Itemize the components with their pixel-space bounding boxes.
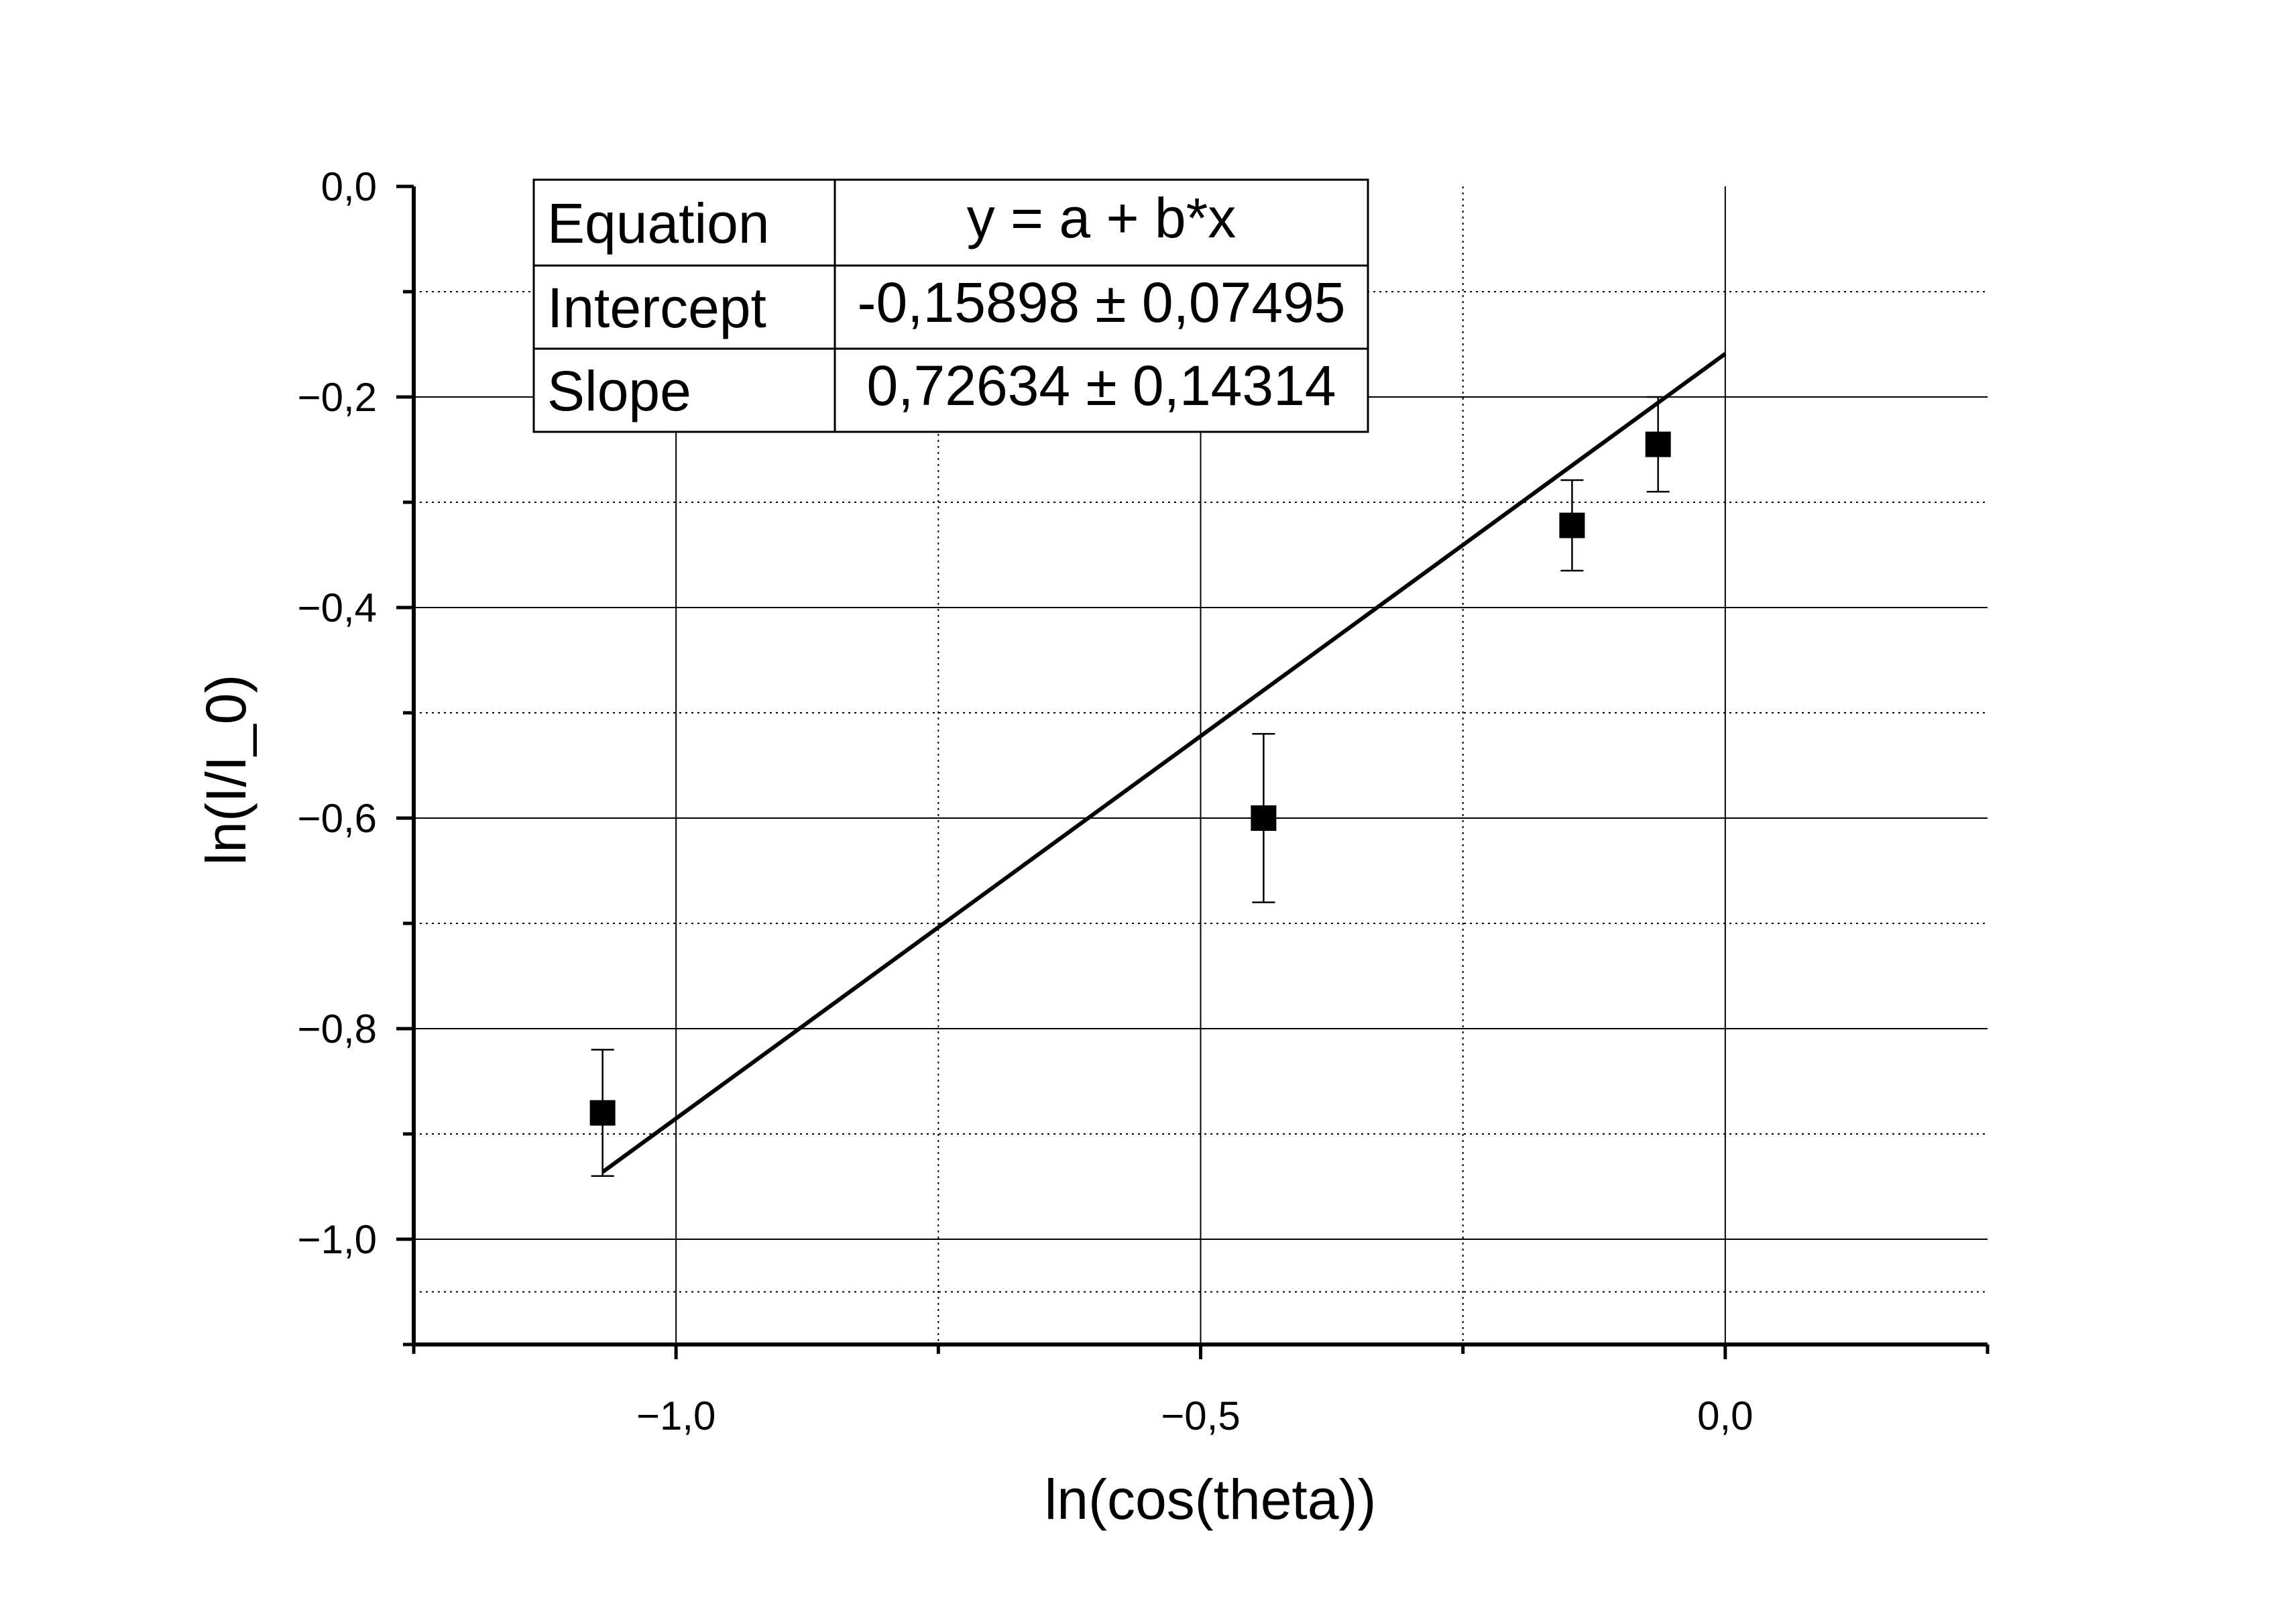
x-tick-label: 0,0 [1697,1393,1753,1438]
fit-table-border [532,178,1369,433]
fit-line-group [601,352,1727,1174]
data-point-marker [1251,805,1277,831]
fit-table-value-cell: -0,15898 ± 0,07495 [857,271,1345,334]
tick-labels: −1,0 −0,5 0,0 0,0 −0,2 −0,4 −0,6 −0,8 −1,0 [298,164,1754,1438]
y-axis-title: ln(I/I_0) [194,675,257,866]
fit-table: Equation y = a + b*x Intercept -0,15898 ± 0… [532,178,1369,433]
axes [396,184,1990,1359]
x-tick-label: −1,0 [636,1393,715,1438]
x-axis-title: ln(cos(theta)) [1045,1468,1377,1531]
y-tick-label: −0,4 [298,585,377,630]
fit-table-name-cell: Slope [547,359,691,422]
fit-line [601,352,1727,1174]
fit-table-value-cell: 0,72634 ± 0,14314 [866,354,1336,417]
data-points [589,396,1671,1178]
data-point-marker [1559,512,1585,538]
y-tick-label: 0,0 [321,164,377,209]
x-tick-label: −0,5 [1161,1393,1240,1438]
fit-table-name-cell: Equation [547,192,770,255]
fit-table-value-cell: y = a + b*x [967,186,1237,249]
y-tick-label: −0,2 [298,375,377,420]
data-point-marker [1645,431,1671,457]
y-tick-label: −0,6 [298,796,377,841]
data-point-marker [589,1100,616,1126]
y-tick-label: −1,0 [298,1217,377,1262]
y-tick-label: −0,8 [298,1007,377,1051]
fit-table-name-cell: Intercept [547,276,766,339]
grid [414,186,1988,1344]
